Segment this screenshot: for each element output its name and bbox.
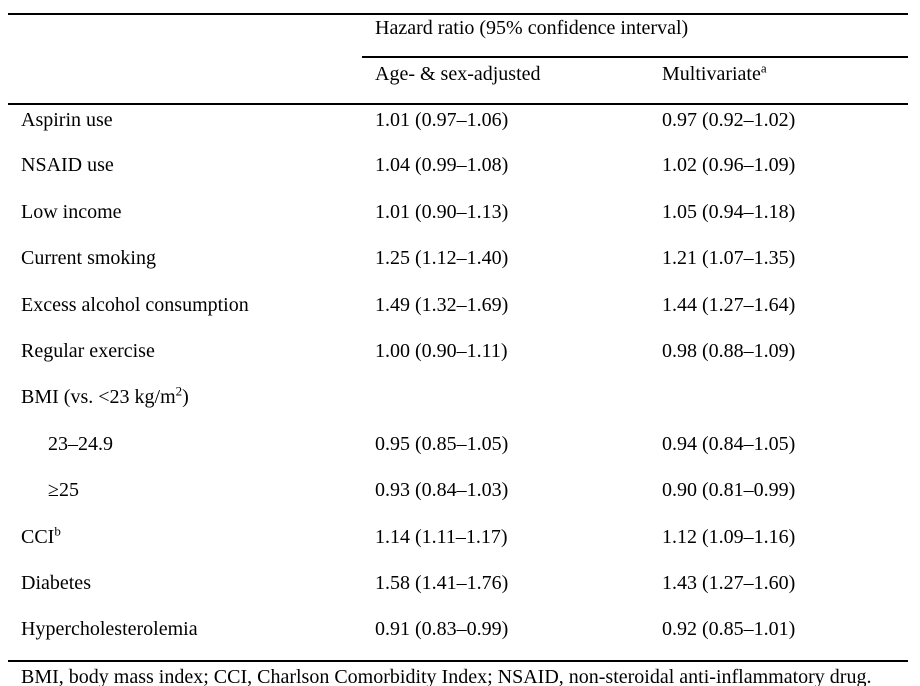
column-header-label: Multivariate bbox=[662, 63, 761, 85]
row-label-after: ) bbox=[182, 386, 189, 409]
row-label-text: BMI (vs. <23 kg/m bbox=[21, 386, 176, 409]
cell-multivariate: 0.90 (0.81–0.99) bbox=[662, 479, 796, 502]
cell-age-sex-adjusted: 1.58 (1.41–1.76) bbox=[375, 571, 509, 594]
row-label: Aspirin use bbox=[8, 104, 362, 150]
table-row-current-smoking: Current smoking 1.25 (1.12–1.40) 1.21 (1… bbox=[8, 243, 908, 289]
cell-multivariate: 1.05 (0.94–1.18) bbox=[662, 200, 796, 223]
cell-age-sex-adjusted: 0.93 (0.84–1.03) bbox=[375, 479, 509, 502]
spanning-header-cell: Hazard ratio (95% confidence interval) bbox=[362, 14, 908, 58]
cell-age-sex-adjusted: 0.91 (0.83–0.99) bbox=[375, 618, 509, 641]
empty-corner-cell bbox=[8, 14, 362, 57]
table-row-low-income: Low income 1.01 (0.90–1.13) 1.05 (0.94–1… bbox=[8, 197, 908, 243]
spanning-header-label: Hazard ratio (95% confidence interval) bbox=[375, 17, 689, 39]
cell-age-sex-adjusted: 1.00 (0.90–1.11) bbox=[375, 339, 508, 362]
cell-age-sex-adjusted: 1.25 (1.12–1.40) bbox=[375, 247, 509, 270]
cell-multivariate: 1.12 (1.09–1.16) bbox=[662, 525, 796, 548]
column-header-label: Age- & sex-adjusted bbox=[375, 63, 541, 85]
cell-multivariate: 1.21 (1.07–1.35) bbox=[662, 247, 796, 270]
table-header: Hazard ratio (95% confidence interval) A… bbox=[8, 14, 908, 105]
row-label-text: Hypercholesterolemia bbox=[21, 618, 198, 641]
table-row-cci: CCIb 1.14 (1.11–1.17) 1.12 (1.09–1.16) bbox=[8, 522, 908, 568]
row-label: Low income bbox=[8, 197, 362, 243]
footnote-marker-a: a bbox=[760, 60, 767, 76]
cell-multivariate bbox=[649, 382, 908, 428]
table-row-aspirin-use: Aspirin use 1.01 (0.97–1.06) 0.97 (0.92–… bbox=[8, 104, 908, 150]
cell-age-sex-adjusted: 1.01 (0.97–1.06) bbox=[375, 109, 509, 131]
table-row-nsaid-use: NSAID use 1.04 (0.99–1.08) 1.02 (0.96–1.… bbox=[8, 150, 908, 196]
table-row-diabetes: Diabetes 1.58 (1.41–1.76) 1.43 (1.27–1.6… bbox=[8, 568, 908, 614]
row-label: CCIb bbox=[8, 522, 362, 568]
row-label: Current smoking bbox=[8, 243, 362, 289]
row-label-text: CCI bbox=[21, 525, 55, 548]
row-label: Excess alcohol consumption bbox=[8, 290, 362, 336]
table-row-excess-alcohol: Excess alcohol consumption 1.49 (1.32–1.… bbox=[8, 290, 908, 336]
row-label: 23–24.9 bbox=[8, 429, 362, 475]
cell-age-sex-adjusted: 1.49 (1.32–1.69) bbox=[375, 293, 509, 316]
footnote-marker-b: b bbox=[54, 522, 61, 538]
cell-multivariate: 1.44 (1.27–1.64) bbox=[662, 293, 796, 316]
cell-age-sex-adjusted: 1.04 (0.99–1.08) bbox=[375, 154, 509, 177]
table-row-hypercholesterolemia: Hypercholesterolemia 0.91 (0.83–0.99) 0.… bbox=[8, 614, 908, 660]
row-label: BMI (vs. <23 kg/m2) bbox=[8, 382, 362, 428]
cell-multivariate: 1.02 (0.96–1.09) bbox=[662, 154, 796, 177]
cell-age-sex-adjusted bbox=[362, 382, 649, 428]
spanning-header-row: Hazard ratio (95% confidence interval) bbox=[8, 14, 908, 58]
row-label-text: Diabetes bbox=[21, 571, 91, 594]
row-label-text: Aspirin use bbox=[21, 109, 113, 131]
table-row-regular-exercise: Regular exercise 1.00 (0.90–1.11) 0.98 (… bbox=[8, 336, 908, 382]
cell-multivariate: 1.43 (1.27–1.60) bbox=[662, 571, 796, 594]
row-label-text: Regular exercise bbox=[21, 339, 155, 362]
empty-header-cell bbox=[8, 57, 362, 105]
table-row-bmi-23-24-9: 23–24.9 0.95 (0.85–1.05) 0.94 (0.84–1.05… bbox=[8, 429, 908, 475]
hazard-ratio-table: Hazard ratio (95% confidence interval) A… bbox=[8, 13, 908, 662]
cell-multivariate: 0.98 (0.88–1.09) bbox=[662, 339, 796, 362]
column-header-age-sex-adjusted: Age- & sex-adjusted bbox=[362, 57, 649, 105]
row-label-text: Current smoking bbox=[21, 247, 156, 270]
abbreviations-footnote: BMI, body mass index; CCI, Charlson Como… bbox=[21, 666, 872, 686]
table-row-bmi-group-header: BMI (vs. <23 kg/m2) bbox=[8, 382, 908, 428]
row-label-text: 23–24.9 bbox=[48, 432, 113, 455]
cell-age-sex-adjusted: 0.95 (0.85–1.05) bbox=[375, 432, 509, 455]
row-label-text: ≥25 bbox=[48, 479, 79, 502]
table-row-bmi-ge-25: ≥25 0.93 (0.84–1.03) 0.90 (0.81–0.99) bbox=[8, 475, 908, 521]
column-header-multivariate: Multivariatea bbox=[649, 57, 908, 105]
cell-age-sex-adjusted: 1.01 (0.90–1.13) bbox=[375, 200, 509, 223]
table-body: Aspirin use 1.01 (0.97–1.06) 0.97 (0.92–… bbox=[8, 104, 908, 661]
row-label: NSAID use bbox=[8, 150, 362, 196]
row-label-sup: 2 bbox=[175, 383, 183, 399]
cell-multivariate: 0.94 (0.84–1.05) bbox=[662, 432, 796, 455]
row-label: Diabetes bbox=[8, 568, 362, 614]
cell-multivariate: 0.92 (0.85–1.01) bbox=[662, 618, 796, 641]
row-label-text: Low income bbox=[21, 200, 122, 223]
row-label: Hypercholesterolemia bbox=[8, 614, 362, 660]
cell-multivariate: 0.97 (0.92–1.02) bbox=[662, 109, 796, 131]
row-label-text: Excess alcohol consumption bbox=[21, 293, 249, 316]
row-label: ≥25 bbox=[8, 475, 362, 521]
column-header-row: Age- & sex-adjusted Multivariatea bbox=[8, 57, 908, 105]
row-label: Regular exercise bbox=[8, 336, 362, 382]
cell-age-sex-adjusted: 1.14 (1.11–1.17) bbox=[375, 525, 508, 548]
row-label-text: NSAID use bbox=[21, 154, 114, 177]
